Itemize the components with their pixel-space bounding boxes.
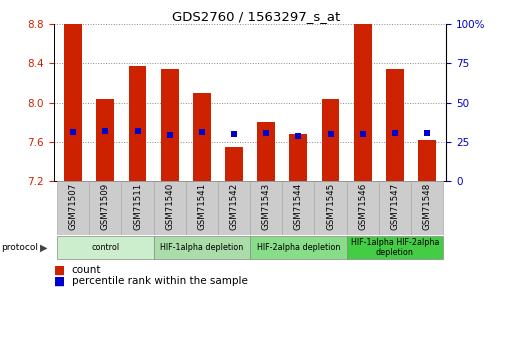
Text: GSM71545: GSM71545 (326, 183, 335, 230)
Text: GSM71544: GSM71544 (294, 183, 303, 230)
Bar (386, 69, 404, 181)
Point (294, 133, 303, 139)
Bar (379, 181, 411, 235)
Bar (411, 181, 443, 235)
Bar (347, 236, 443, 259)
Bar (186, 181, 218, 235)
Point (391, 130, 399, 136)
Bar (289, 134, 307, 181)
Text: ■: ■ (54, 264, 69, 277)
Bar (153, 181, 186, 235)
Bar (153, 236, 250, 259)
Text: HIF-1alpha HIF-2alpha
depletion: HIF-1alpha HIF-2alpha depletion (351, 238, 439, 257)
Point (69, 129, 77, 135)
Bar (282, 181, 314, 235)
Text: HIF-1alpha depletion: HIF-1alpha depletion (160, 243, 244, 252)
Bar (250, 181, 282, 235)
Text: protocol: protocol (1, 243, 38, 252)
Point (262, 130, 270, 136)
Bar (250, 236, 347, 259)
Bar (129, 66, 146, 181)
Text: GSM71507: GSM71507 (69, 183, 77, 230)
Point (326, 131, 334, 137)
Text: GSM71546: GSM71546 (358, 183, 367, 230)
Text: GSM71540: GSM71540 (165, 183, 174, 230)
Point (198, 129, 206, 135)
Point (423, 130, 431, 136)
Text: ▶: ▶ (40, 243, 47, 253)
Bar (354, 24, 371, 181)
Bar (161, 69, 179, 181)
Bar (225, 147, 243, 181)
Text: GSM71509: GSM71509 (101, 183, 110, 230)
Point (133, 128, 142, 134)
Text: HIF-2alpha depletion: HIF-2alpha depletion (256, 243, 340, 252)
Bar (322, 99, 340, 181)
Point (230, 131, 238, 137)
Bar (89, 181, 122, 235)
Text: GSM71548: GSM71548 (423, 183, 431, 230)
Bar (314, 181, 347, 235)
Point (359, 131, 367, 137)
Bar (122, 181, 153, 235)
Bar (64, 24, 82, 181)
Text: GSM71511: GSM71511 (133, 183, 142, 230)
Bar (418, 140, 436, 181)
Bar (57, 181, 89, 235)
Bar (258, 122, 275, 181)
Bar (218, 181, 250, 235)
Point (101, 128, 109, 134)
Text: percentile rank within the sample: percentile rank within the sample (72, 276, 248, 286)
Point (166, 132, 174, 138)
Text: GDS2760 / 1563297_s_at: GDS2760 / 1563297_s_at (172, 10, 341, 23)
Text: GSM71542: GSM71542 (229, 183, 239, 230)
Bar (96, 99, 114, 181)
Text: ■: ■ (54, 275, 69, 288)
Text: GSM71543: GSM71543 (262, 183, 271, 230)
Bar (57, 236, 153, 259)
Bar (193, 93, 211, 181)
Text: GSM71541: GSM71541 (198, 183, 206, 230)
Text: GSM71547: GSM71547 (390, 183, 399, 230)
Bar (347, 181, 379, 235)
Text: control: control (91, 243, 120, 252)
Text: count: count (72, 265, 102, 275)
